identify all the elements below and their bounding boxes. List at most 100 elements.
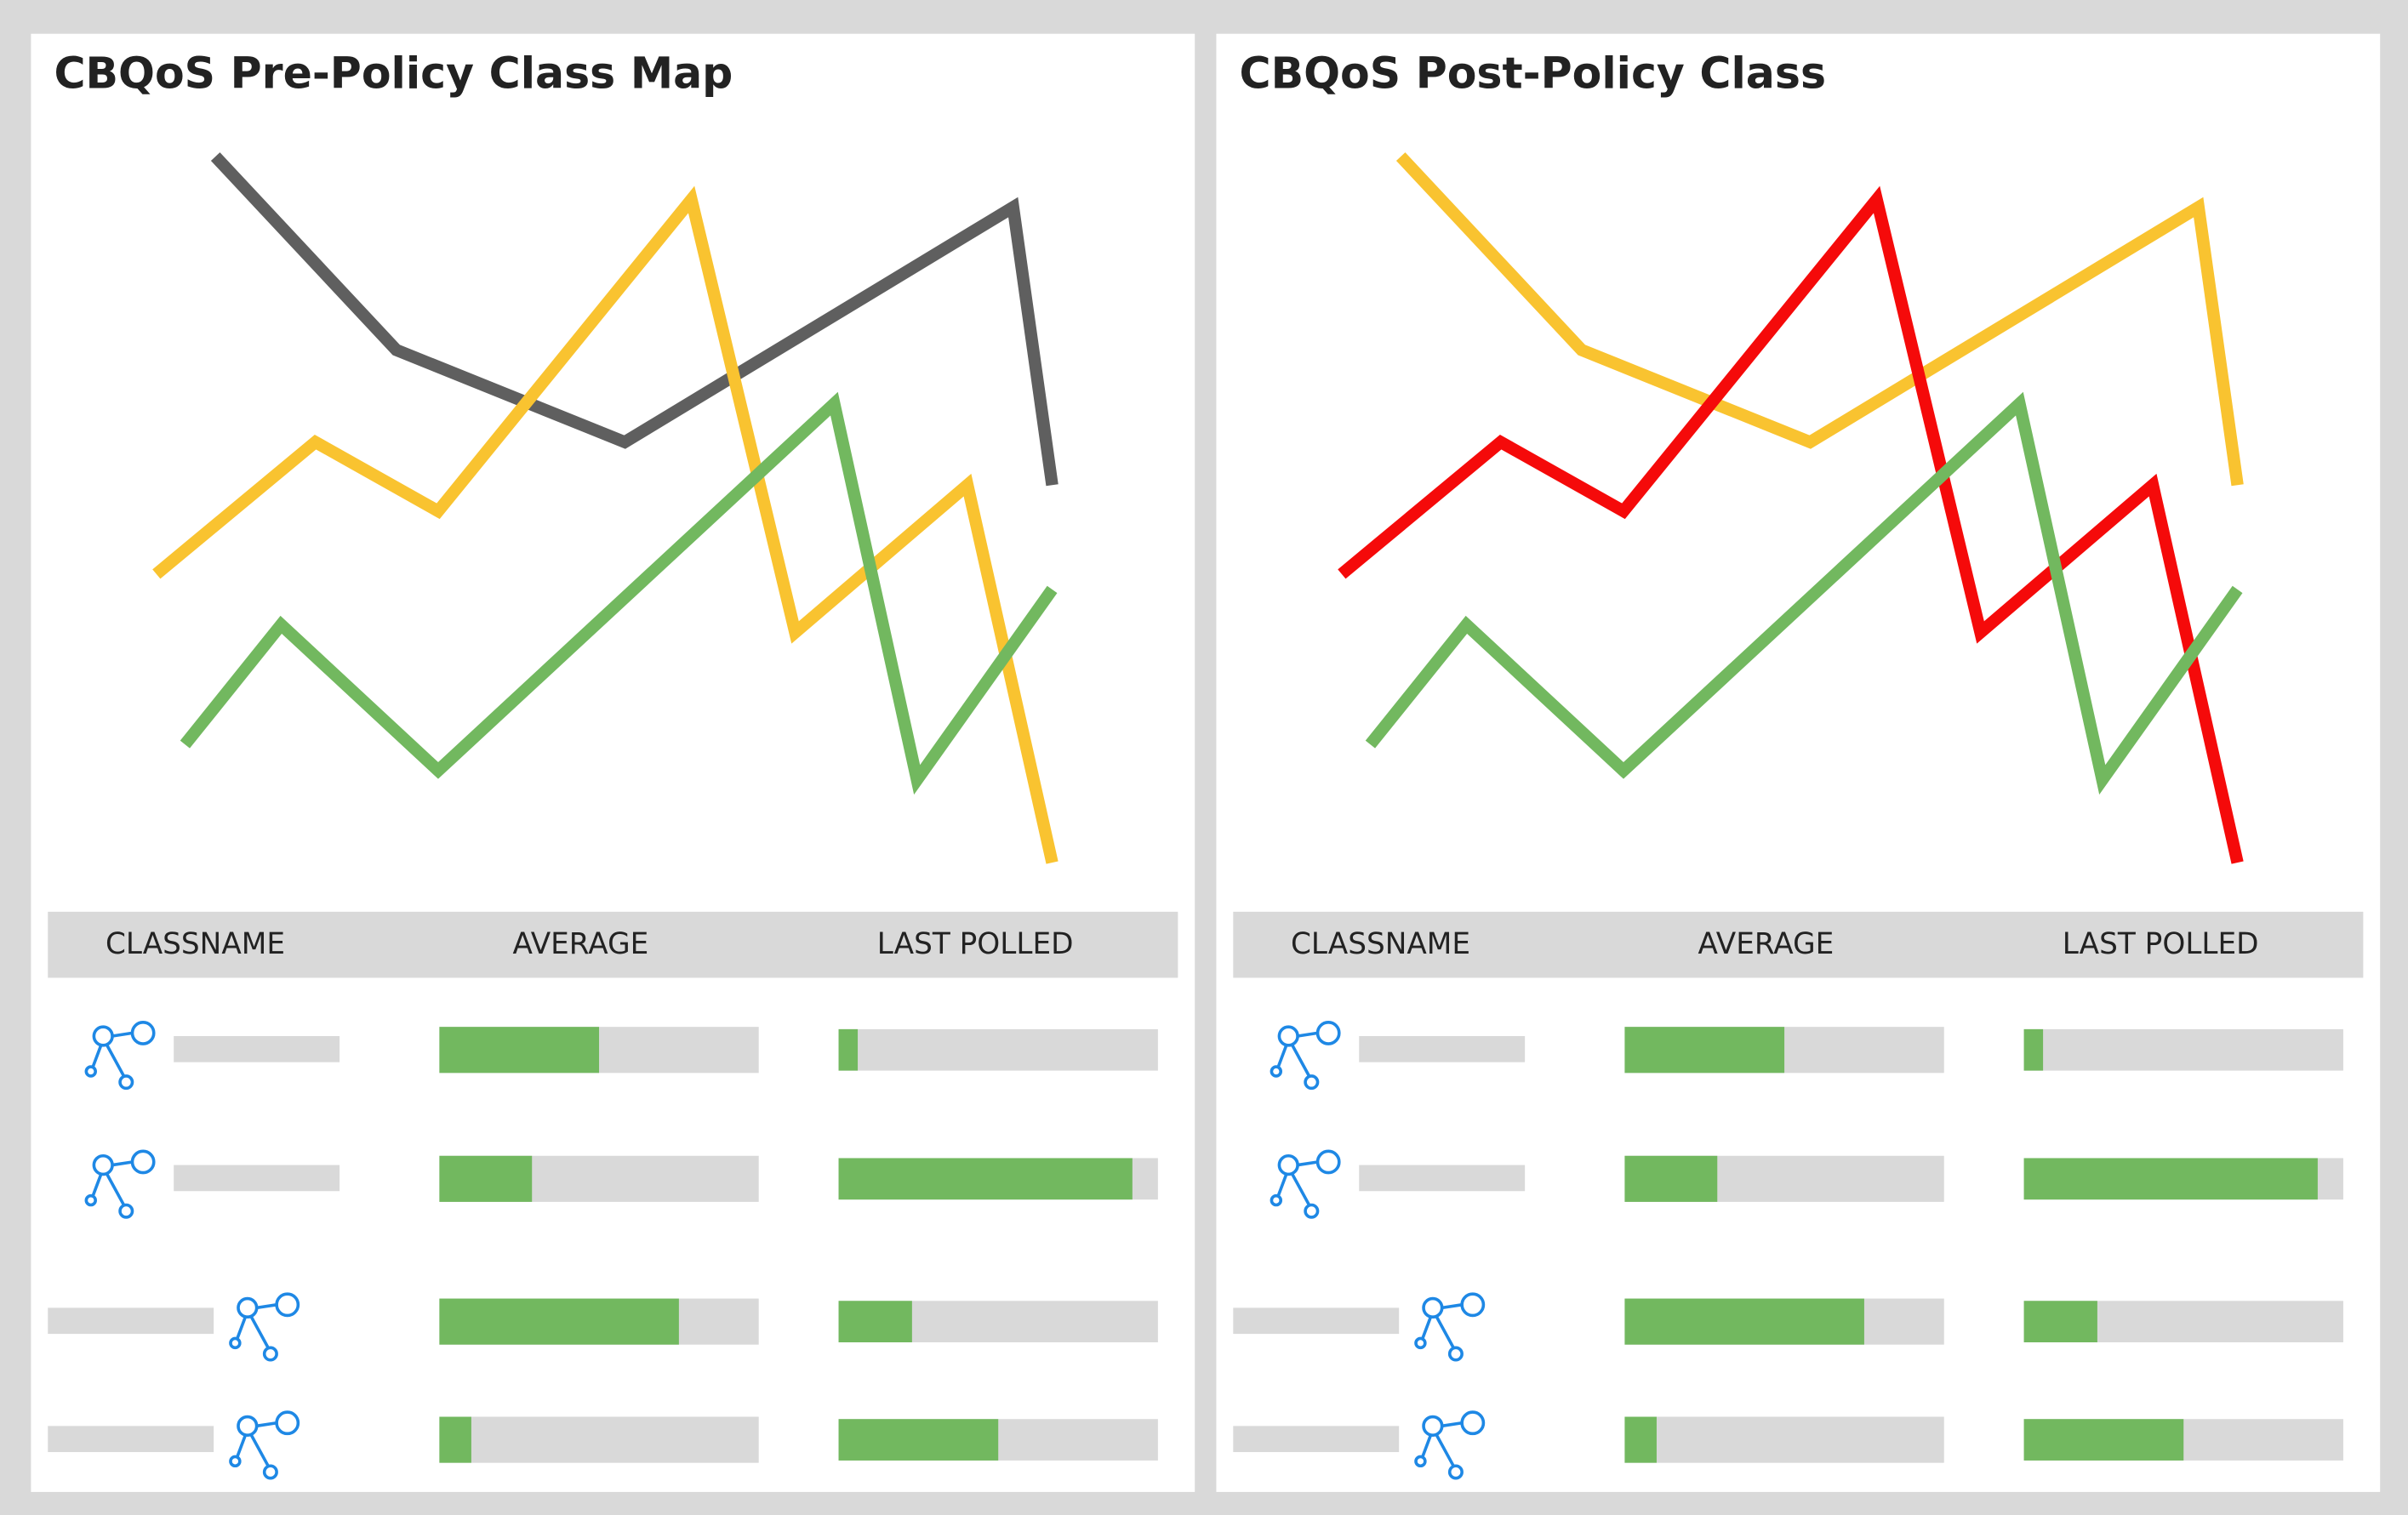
bar-fill — [439, 1027, 600, 1074]
bar-fill — [439, 1298, 679, 1345]
bar-fill — [1624, 1027, 1785, 1074]
icon-node — [275, 1292, 300, 1318]
bar-fill — [439, 1155, 533, 1202]
panel: CBQoS Pre-Policy Class Map CLASSNAME AVERA… — [31, 33, 1195, 1492]
bar-fill — [838, 1419, 999, 1461]
icon-link — [1290, 1171, 1312, 1208]
classname-placeholder — [48, 1307, 214, 1335]
icon-node — [84, 1193, 97, 1207]
class-icon — [84, 1149, 156, 1219]
icon-node — [1422, 1296, 1444, 1319]
icon-node — [1315, 1149, 1341, 1175]
data-line — [210, 152, 1058, 487]
icon-node — [1304, 1203, 1320, 1219]
bar-fill — [838, 1028, 859, 1071]
icon-link — [105, 1171, 127, 1208]
icon-link — [1275, 1043, 1289, 1069]
icon-link — [235, 1432, 248, 1459]
icon-node — [1447, 1346, 1464, 1362]
icon-link — [256, 1303, 277, 1310]
bar-track — [838, 1028, 1158, 1071]
bar-fill — [2023, 1028, 2044, 1071]
panel-title: CBQoS Post-Policy Class — [1240, 48, 1827, 99]
class-icon — [1414, 1410, 1486, 1480]
classname-placeholder — [1359, 1036, 1526, 1062]
icon-link — [256, 1421, 277, 1428]
panel-background — [1216, 33, 2381, 1492]
bar-fill — [2023, 1419, 2184, 1461]
data-line — [1395, 152, 2244, 487]
data-line — [152, 185, 1058, 864]
classname-placeholder — [48, 1426, 214, 1453]
icon-node — [92, 1153, 114, 1176]
bar-fill — [1624, 1416, 1657, 1463]
data-line — [180, 391, 1058, 795]
bar-fill — [439, 1416, 471, 1463]
bar-fill — [2023, 1158, 2318, 1200]
icon-node — [1447, 1464, 1464, 1480]
bar-fill — [1624, 1155, 1718, 1202]
icon-node — [1270, 1065, 1283, 1078]
icon-node — [1414, 1336, 1427, 1350]
icon-link — [1420, 1314, 1433, 1341]
panel-title: CBQoS Pre-Policy Class Map — [54, 48, 733, 99]
bar-fill — [1624, 1298, 1864, 1345]
bar-track — [1624, 1416, 1944, 1463]
icon-link — [1297, 1031, 1318, 1038]
data-line — [1338, 185, 2244, 864]
icon-link — [1441, 1421, 1463, 1428]
icon-node — [118, 1074, 134, 1091]
icon-node — [1277, 1025, 1299, 1047]
icon-link — [1441, 1303, 1463, 1310]
table-header — [1233, 911, 2364, 978]
icon-node — [237, 1296, 259, 1319]
icon-node — [262, 1346, 278, 1362]
icon-node — [92, 1025, 114, 1047]
bar-fill — [838, 1301, 912, 1342]
classname-placeholder — [174, 1165, 340, 1192]
icon-node — [1460, 1292, 1486, 1318]
class-icon — [1414, 1292, 1486, 1362]
class-icon — [229, 1292, 300, 1362]
icon-node — [1304, 1074, 1320, 1091]
classname-placeholder — [1359, 1165, 1526, 1192]
column-header: AVERAGE — [1698, 927, 1835, 961]
class-icon — [229, 1410, 300, 1480]
column-header: LAST POLLED — [877, 927, 1074, 961]
icon-node — [1270, 1193, 1283, 1207]
bar-fill — [838, 1158, 1133, 1200]
class-icon — [1270, 1149, 1341, 1219]
icon-node — [237, 1415, 259, 1437]
icon-link — [235, 1314, 248, 1341]
icon-node — [118, 1203, 134, 1219]
column-header: CLASSNAME — [1291, 927, 1470, 961]
bar-track — [2023, 1028, 2343, 1071]
class-icon — [84, 1020, 156, 1091]
classname-placeholder — [174, 1036, 340, 1062]
icon-link — [111, 1160, 133, 1167]
icon-link — [111, 1031, 133, 1038]
bar-fill — [2023, 1301, 2097, 1342]
icon-node — [262, 1464, 278, 1480]
icon-node — [130, 1020, 156, 1045]
icon-link — [248, 1314, 271, 1350]
icon-node — [229, 1455, 242, 1468]
icon-link — [1434, 1432, 1456, 1468]
icon-link — [1420, 1432, 1433, 1459]
icon-link — [90, 1043, 104, 1069]
table-header — [48, 911, 1178, 978]
class-icon — [1270, 1020, 1341, 1091]
panel-background — [31, 33, 1195, 1492]
bar-track — [439, 1416, 759, 1463]
icon-node — [130, 1149, 156, 1175]
icon-link — [1434, 1314, 1456, 1350]
icon-node — [1460, 1410, 1486, 1436]
icon-node — [1422, 1415, 1444, 1437]
icon-link — [1290, 1043, 1312, 1079]
icon-node — [275, 1410, 300, 1436]
icon-node — [229, 1336, 242, 1350]
icon-node — [1277, 1153, 1299, 1176]
icon-node — [1315, 1020, 1341, 1045]
